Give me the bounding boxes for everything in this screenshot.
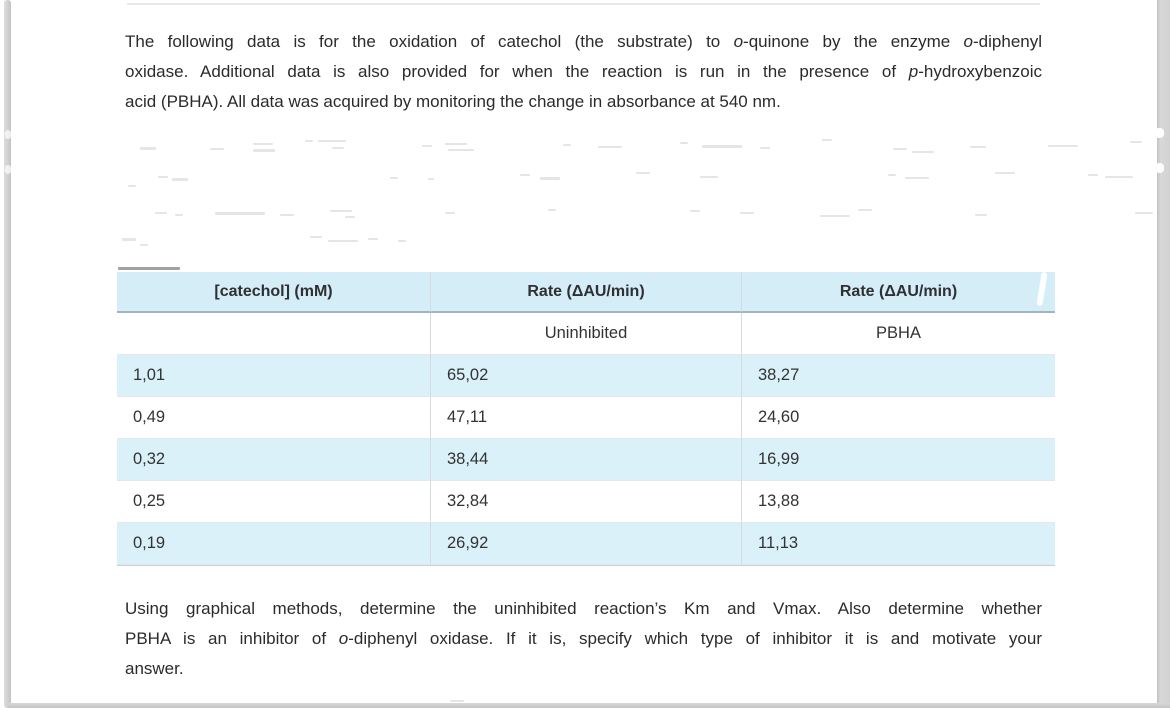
table-cell: 32,84 bbox=[430, 481, 741, 523]
text-run: answer. bbox=[125, 659, 184, 678]
table-cell: 11,13 bbox=[741, 523, 1055, 565]
table-cell: 0,49 bbox=[117, 397, 430, 439]
intro-line-2: oxidase. Additional data is also provide… bbox=[125, 57, 1042, 87]
cell-value: 32,84 bbox=[447, 492, 489, 510]
edge-notch bbox=[5, 130, 11, 139]
text-run-italic: o bbox=[963, 32, 974, 51]
table-cell: 0,19 bbox=[117, 523, 430, 565]
text-run: The following data is for the oxidation … bbox=[125, 32, 734, 51]
text-run: PBHA is an inhibitor of bbox=[125, 629, 339, 648]
question-paragraph: Using graphical methods, determine the u… bbox=[125, 594, 1042, 684]
cell-value: 16,99 bbox=[758, 450, 800, 468]
highlight-artifact bbox=[1036, 271, 1048, 307]
intro-paragraph: The following data is for the oxidation … bbox=[125, 27, 1042, 117]
question-line-3: answer. bbox=[125, 654, 1042, 684]
table-cell: 38,44 bbox=[430, 439, 741, 481]
edge-notch bbox=[1155, 128, 1164, 138]
text-run: oxidase. Additional data is also provide… bbox=[125, 62, 909, 81]
table-cell: 1,01 bbox=[117, 355, 430, 397]
column-header-catechol: [catechol] (mM) bbox=[117, 272, 430, 313]
table-cell: 26,92 bbox=[430, 523, 741, 565]
subheader-blank bbox=[117, 313, 430, 355]
subheader-uninhibited: Uninhibited bbox=[430, 313, 741, 355]
table-cell: 0,25 bbox=[117, 481, 430, 523]
page-edge-shadow-right bbox=[1157, 0, 1170, 708]
column-header-rate-uninhibited: Rate (ΔAU/min) bbox=[430, 272, 741, 313]
edge-notch bbox=[5, 165, 11, 174]
subheader-label: Uninhibited bbox=[544, 324, 628, 342]
cell-value: 1,01 bbox=[133, 366, 166, 384]
cell-value: 38,27 bbox=[758, 366, 800, 384]
edge-notch bbox=[1155, 163, 1164, 173]
table-cell: 24,60 bbox=[741, 397, 1055, 439]
cell-value: 65,02 bbox=[447, 366, 489, 384]
subheader-pbha: PBHA bbox=[741, 313, 1055, 355]
cell-value: 26,92 bbox=[447, 534, 489, 552]
top-divider-line bbox=[127, 3, 1040, 5]
table-cell: 47,11 bbox=[430, 397, 741, 439]
text-run-italic: o bbox=[338, 629, 349, 648]
kinetics-table: [catechol] (mM) Rate (ΔAU/min) Rate (ΔAU… bbox=[117, 271, 1055, 566]
text-run: -quinone by the enzyme bbox=[743, 32, 964, 51]
cell-value: 0,19 bbox=[133, 534, 166, 552]
cell-value: 47,11 bbox=[447, 408, 488, 426]
table-cell: 38,27 bbox=[741, 355, 1055, 397]
cell-value: 0,25 bbox=[133, 492, 166, 510]
table-cell: 16,99 bbox=[741, 439, 1055, 481]
cell-value: 11,13 bbox=[758, 534, 799, 552]
intro-line-1: The following data is for the oxidation … bbox=[125, 27, 1042, 57]
text-run: -diphenyl oxidase. If it is, specify whi… bbox=[348, 629, 1042, 648]
cell-value: 0,32 bbox=[133, 450, 166, 468]
text-run: -hydroxybenzoic bbox=[918, 62, 1042, 81]
question-line-1: Using graphical methods, determine the u… bbox=[125, 594, 1042, 624]
column-header-label: Rate (ΔAU/min) bbox=[527, 282, 645, 300]
page-edge-shadow-bottom bbox=[8, 703, 1170, 708]
text-run: acid (PBHA). All data was acquired by mo… bbox=[125, 92, 781, 111]
column-header-rate-pbha: Rate (ΔAU/min) bbox=[741, 271, 1055, 313]
cell-value: 13,88 bbox=[758, 492, 800, 510]
text-run: -diphenyl bbox=[973, 32, 1043, 51]
cell-value: 38,44 bbox=[447, 450, 489, 468]
page-edge-shadow-left bbox=[4, 0, 11, 708]
cell-value: 24,60 bbox=[758, 408, 800, 426]
intro-line-3: acid (PBHA). All data was acquired by mo… bbox=[125, 87, 1042, 117]
text-run-italic: p bbox=[908, 62, 919, 81]
text-run-italic: o bbox=[733, 32, 744, 51]
column-header-label: Rate (ΔAU/min) bbox=[839, 282, 958, 300]
cell-value: 0,49 bbox=[133, 408, 166, 426]
table-cell: 0,32 bbox=[117, 439, 430, 481]
column-header-label: [catechol] (mM) bbox=[214, 282, 333, 300]
table-cell: 13,88 bbox=[741, 481, 1055, 523]
question-line-2: PBHA is an inhibitor of o-diphenyl oxida… bbox=[125, 624, 1042, 654]
text-run: Using graphical methods, determine the u… bbox=[125, 599, 1042, 618]
subheader-label: PBHA bbox=[876, 324, 921, 342]
table-cell: 65,02 bbox=[430, 355, 741, 397]
